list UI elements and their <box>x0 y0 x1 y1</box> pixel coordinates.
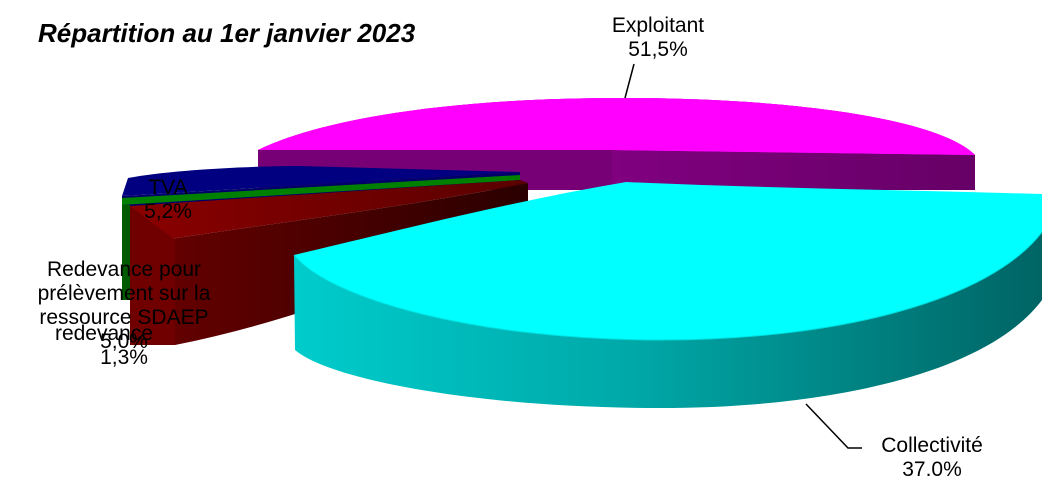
leader-line-collectivite <box>805 403 862 449</box>
slice-redevance <box>122 175 520 300</box>
label-redevance: redevance 1,3% <box>8 322 240 370</box>
label-redevance-prelevement: Redevance pour prélèvement sur la ressou… <box>8 258 240 354</box>
label-tva-name: TVA <box>148 176 188 199</box>
label-collectivite-value: 37.0% <box>902 458 962 481</box>
label-exploitant: Exploitant 51,5% <box>598 14 718 62</box>
label-redevance-value: 1,3% <box>100 346 148 369</box>
label-redevance-prelevement-value: 5,0% <box>100 330 148 353</box>
label-redevance-name: redevance <box>54 322 154 345</box>
label-tva: TVA 5,2% <box>128 176 208 224</box>
label-tva-value: 5,2% <box>144 200 192 223</box>
label-exploitant-value: 51,5% <box>628 38 688 61</box>
slice-exploitant <box>258 98 975 190</box>
chart-title: Répartition au 1er janvier 2023 <box>38 18 416 48</box>
leader-line-exploitant <box>624 63 635 99</box>
label-collectivite-name: Collectivité <box>881 434 983 457</box>
label-redevance-prelevement-name: Redevance pour prélèvement sur la ressou… <box>37 258 211 329</box>
label-collectivite: Collectivité 37.0% <box>862 434 1002 482</box>
slice-collectivite <box>293 182 1042 408</box>
label-exploitant-name: Exploitant <box>611 14 705 37</box>
